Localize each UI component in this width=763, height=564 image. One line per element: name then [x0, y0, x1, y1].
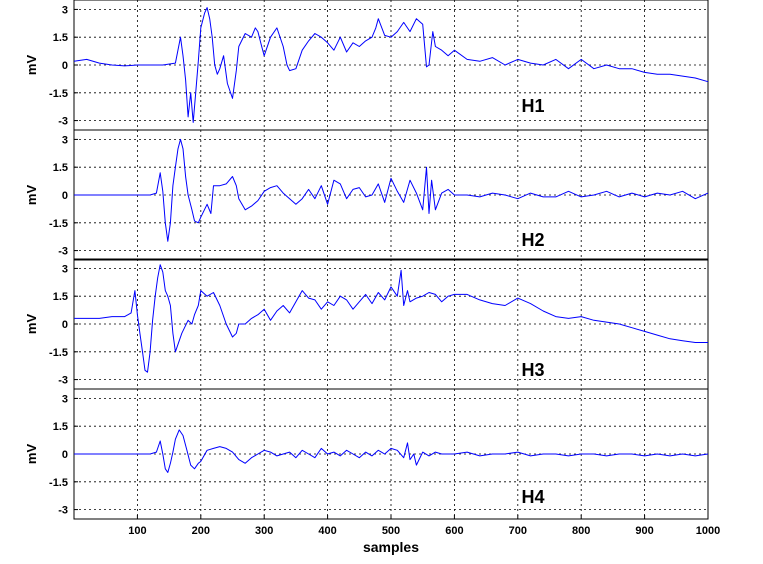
panel-label: H1 [521, 96, 544, 116]
y-tick-label: 3 [62, 134, 68, 146]
x-tick-label: 800 [572, 525, 590, 537]
y-tick-label: -1.5 [49, 88, 68, 100]
panel-label: H3 [521, 360, 544, 380]
y-tick-label: 3 [62, 4, 68, 16]
signal-line-h3 [74, 264, 708, 373]
x-tick-label: 600 [445, 525, 463, 537]
y-tick-label: -3 [58, 375, 68, 387]
signal-line-h2 [74, 138, 709, 242]
y-tick-label: -1.5 [49, 218, 68, 230]
panel-h3: 3 1.5 0 -1.5 -3 mV H3 [24, 258, 709, 390]
x-tick-label: 500 [382, 525, 400, 537]
y-tick-label: -1.5 [49, 477, 68, 489]
y-tick-label: 0 [62, 60, 68, 72]
y-tick-label: 1.5 [53, 421, 68, 433]
signal-line-h4 [74, 429, 709, 473]
y-tick-label: 0 [62, 319, 68, 331]
y-axis-label: mV [24, 444, 39, 465]
y-tick-label: -3 [58, 116, 68, 128]
x-tick-label: 1000 [696, 525, 720, 537]
x-tick-label: 400 [318, 525, 336, 537]
y-tick-label: 3 [62, 263, 68, 275]
panel-h1: 3 1.5 0 -1.5 -3 mV H1 [24, 0, 709, 131]
y-axis-label: mV [24, 185, 39, 206]
panel-h2: 3 1.5 0 -1.5 -3 mV H2 [24, 129, 709, 261]
y-tick-label: 1.5 [53, 32, 68, 44]
y-tick-label: 0 [62, 449, 68, 461]
x-tick-label: 900 [635, 525, 653, 537]
x-tick-label: 200 [192, 525, 210, 537]
y-tick-label: 3 [62, 393, 68, 405]
x-tick-label: 700 [509, 525, 527, 537]
y-tick-label: -1.5 [49, 347, 68, 359]
panel-label: H2 [521, 230, 544, 250]
panel-h4: 3 1.5 0 -1.5 -3 mV H4 [24, 388, 709, 520]
x-axis-label: samples [363, 539, 419, 555]
x-tick-label: 100 [128, 525, 146, 537]
y-tick-label: 0 [62, 190, 68, 202]
y-tick-label: -3 [58, 246, 68, 258]
panel-label: H4 [521, 487, 544, 507]
signal-line-h1 [73, 7, 709, 123]
y-axis-label: mV [24, 314, 39, 335]
y-tick-label: -3 [58, 505, 68, 517]
y-tick-label: 1.5 [53, 162, 68, 174]
x-tick-label: 300 [255, 525, 273, 537]
y-axis-label: mV [24, 55, 39, 76]
y-tick-label: 1.5 [53, 291, 68, 303]
